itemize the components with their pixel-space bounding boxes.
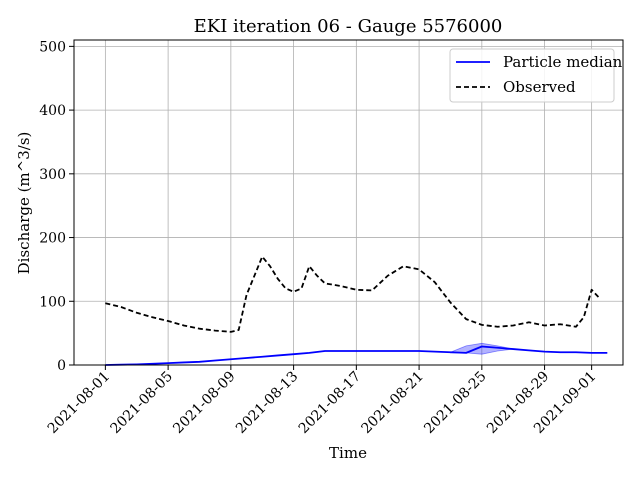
particle-median-line bbox=[105, 345, 608, 366]
legend-box bbox=[449, 48, 615, 103]
legend-median-label: Particle median bbox=[503, 53, 623, 71]
chart-title: EKI iteration 06 - Gauge 5576000 bbox=[194, 16, 503, 37]
series-layer bbox=[105, 255, 608, 366]
y-tick-label: 400 bbox=[39, 103, 66, 119]
observed-line bbox=[105, 255, 601, 333]
y-tick-label: 300 bbox=[39, 167, 66, 183]
x-axis-label: Time bbox=[329, 444, 367, 462]
legend: Particle median Observed bbox=[449, 48, 623, 103]
legend-observed-label: Observed bbox=[503, 78, 576, 96]
y-tick-label: 0 bbox=[57, 358, 66, 374]
plot-frame bbox=[73, 39, 624, 366]
y-tick-label: 500 bbox=[39, 39, 66, 55]
y-tick-label: 200 bbox=[39, 231, 66, 247]
y-axis-label: Discharge (m^3/s) bbox=[15, 132, 33, 275]
y-tick-label: 100 bbox=[39, 294, 66, 310]
